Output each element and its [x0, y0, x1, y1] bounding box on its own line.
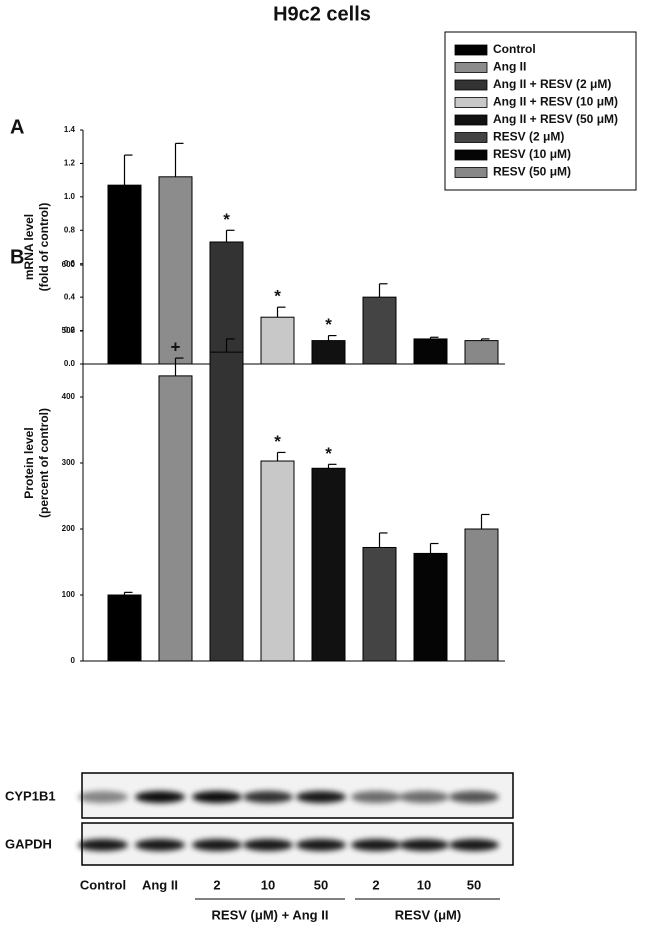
panel-label: A [10, 116, 24, 138]
blot-band [296, 791, 346, 803]
legend-swatch [454, 167, 488, 178]
bar [158, 176, 193, 365]
legend-label: Ang II [493, 60, 526, 74]
blot-band [192, 791, 242, 803]
bar [362, 296, 397, 365]
blot-band [296, 839, 346, 851]
y-tick-label: 0.4 [64, 292, 76, 301]
y-tick-label: 0.2 [64, 326, 76, 335]
lane-label: 2 [372, 877, 379, 892]
blot-band [399, 839, 449, 851]
y-tick-label: 100 [62, 590, 76, 599]
bar [311, 340, 346, 365]
y-axis-label: (percent of control) [37, 408, 51, 518]
bar [413, 338, 448, 365]
blot-row-label: GAPDH [5, 836, 52, 851]
blot-band [449, 839, 499, 851]
legend-label: RESV (10 μM) [493, 147, 571, 161]
lane-label: Control [80, 877, 126, 892]
y-tick-label: 300 [62, 458, 76, 467]
bar [311, 467, 346, 662]
lane-label: 10 [261, 877, 275, 892]
blot-band [135, 839, 185, 851]
legend-swatch [454, 132, 488, 143]
legend-label: RESV (50 μM) [493, 165, 571, 179]
y-axis-label: Protein level [22, 427, 36, 498]
legend-label: Ang II + RESV (10 μM) [493, 95, 618, 109]
blot-band [351, 791, 401, 803]
legend-label: Control [493, 42, 536, 56]
blot-band [243, 839, 293, 851]
y-tick-label: 400 [62, 392, 76, 401]
bar [107, 594, 142, 662]
blot-band [449, 791, 499, 803]
bar [209, 351, 244, 662]
significance-mark: * [274, 432, 281, 451]
lane-label: 2 [213, 877, 220, 892]
y-axis-label: (fold of control) [37, 203, 51, 292]
legend-swatch [454, 62, 488, 73]
y-tick-label: 1.4 [64, 125, 76, 134]
bar [464, 528, 499, 662]
blot-band [351, 839, 401, 851]
bar [362, 546, 397, 662]
blot-band [135, 791, 185, 803]
y-tick-label: 0.8 [64, 225, 76, 234]
lane-label: 50 [467, 877, 481, 892]
y-tick-label: 500 [62, 326, 76, 335]
blot-band [399, 791, 449, 803]
y-tick-label: 1.2 [64, 159, 76, 168]
bar [260, 460, 295, 662]
y-tick-label: 0.6 [64, 259, 76, 268]
y-tick-label: 1.0 [64, 192, 76, 201]
blot-row-label: CYP1B1 [5, 788, 56, 803]
legend-swatch [454, 97, 488, 108]
legend-label: Ang II + RESV (2 μM) [493, 77, 611, 91]
bar [158, 375, 193, 662]
legend-label: RESV (2 μM) [493, 130, 564, 144]
legend-swatch [454, 114, 488, 126]
bar [464, 340, 499, 365]
y-tick-label: 0.0 [64, 359, 76, 368]
significance-mark: * [325, 315, 332, 334]
bar [260, 316, 295, 365]
figure-title: H9c2 cells [273, 3, 371, 25]
significance-mark: * [223, 210, 230, 229]
bar [107, 184, 142, 365]
legend-box [444, 31, 637, 191]
legend-label: Ang II + RESV (50 μM) [493, 112, 618, 126]
group-label: RESV (μM) [395, 907, 461, 922]
panel-label: B [10, 246, 24, 268]
y-tick-label: 200 [62, 524, 76, 533]
blot-band [243, 791, 293, 803]
lane-label: Ang II [142, 877, 178, 892]
bar [413, 552, 448, 662]
significance-mark: * [325, 444, 332, 463]
significance-mark: + [171, 338, 181, 357]
y-tick-label: 600 [62, 260, 76, 269]
group-label: RESV (μM) + Ang II [212, 907, 329, 922]
significance-mark: * [274, 287, 281, 306]
blot-band [78, 791, 128, 803]
lane-label: 50 [314, 877, 328, 892]
lane-label: 10 [417, 877, 431, 892]
blot-band [192, 839, 242, 851]
legend-swatch [454, 149, 488, 161]
legend-swatch [454, 79, 488, 91]
y-tick-label: 0 [71, 656, 76, 665]
blot-band [78, 839, 128, 851]
y-axis-label: mRNA level [22, 214, 36, 280]
legend-swatch [454, 44, 488, 56]
